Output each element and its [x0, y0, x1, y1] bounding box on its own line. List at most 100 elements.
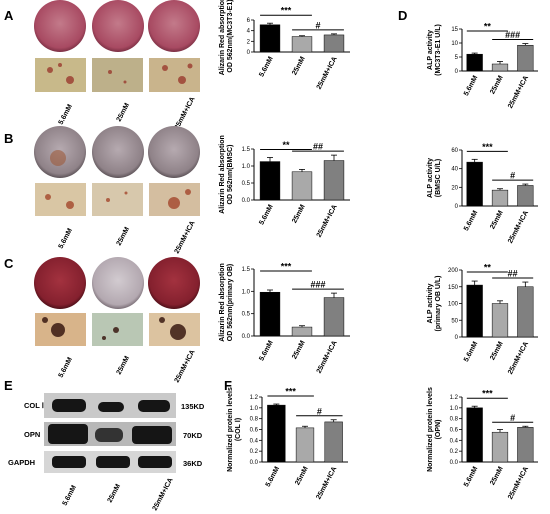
bar	[295, 427, 315, 463]
bar	[491, 431, 509, 463]
y-tick-label: 60	[451, 148, 458, 154]
y-tick-label: 100	[448, 302, 459, 308]
condition-label: 25mM	[116, 355, 132, 376]
blot-size-label: 70KD	[183, 431, 203, 440]
y-axis-label: OD 562nm(MC3T3-E1)	[227, 0, 234, 73]
y-tick-label: 0.2	[450, 449, 459, 455]
y-tick-label: 0.0	[242, 334, 251, 340]
blot-row-label: OPN	[24, 430, 40, 439]
y-axis-label: (primary OB U/L)	[435, 275, 442, 331]
y-tick-label: 50	[451, 318, 458, 324]
y-tick-label: 0	[247, 50, 251, 56]
y-tick-label: 1.5	[242, 147, 251, 153]
y-tick-label: 5	[455, 55, 459, 61]
y-axis-label: (COL Ⅰ)	[234, 418, 242, 441]
y-tick-label: 0	[455, 204, 459, 210]
culture-dish	[148, 126, 200, 178]
y-axis-label: Normalized protein levels	[227, 387, 234, 472]
significance-mark: **	[484, 263, 492, 273]
bar	[517, 185, 534, 207]
chart-c: 0.0 0.5 1.0 1.5 Alizarin Red absorption OD 56…	[219, 262, 350, 375]
micrograph	[92, 58, 143, 92]
category-label: 5.6mM	[258, 56, 274, 79]
blot-size-label: 36KD	[183, 459, 203, 468]
micrograph	[92, 183, 143, 216]
bar	[466, 407, 483, 463]
category-label: 25mM+ICA	[507, 210, 530, 245]
category-label: 25mM	[291, 56, 307, 77]
bar	[491, 303, 509, 338]
bar	[517, 286, 534, 338]
bar	[491, 189, 509, 207]
category-label: 25mM+ICA	[316, 204, 339, 239]
category-label: 25mM	[294, 466, 310, 487]
dish-row-a: 5.6mM 25mM 25mM+ICA	[34, 0, 200, 131]
category-label: 25mM	[489, 75, 505, 96]
y-axis-label: Normalized protein levels	[427, 387, 434, 472]
significance-mark: #	[317, 406, 322, 416]
y-tick-label: 1.2	[450, 395, 459, 401]
condition-label: 5.6mM	[58, 227, 74, 250]
category-label: 25mM+ICA	[316, 56, 339, 91]
culture-dish	[92, 257, 144, 309]
dish-row-b: 5.6mM 25mM 25mM+ICA	[34, 126, 200, 255]
culture-dish	[92, 0, 144, 52]
panel-label-c: C	[4, 256, 14, 271]
bar	[323, 297, 345, 337]
condition-label: 25mM	[107, 483, 123, 504]
y-tick-label: 1.5	[242, 267, 251, 273]
culture-dish	[92, 126, 144, 178]
y-axis-label: Alizarin Red absorption	[219, 135, 226, 214]
bar	[259, 161, 281, 201]
significance-mark: **	[484, 22, 492, 32]
significance-mark: ***	[281, 6, 292, 16]
y-tick-label: 1.2	[250, 395, 259, 401]
condition-label: 25mM+ICA	[152, 477, 175, 512]
y-tick-label: 4	[247, 29, 251, 35]
y-tick-label: 20	[451, 185, 458, 191]
y-tick-label: 15	[451, 27, 458, 33]
bar	[259, 24, 281, 53]
y-tick-label: 2	[247, 39, 251, 45]
bar	[259, 291, 281, 337]
y-axis-label: Alizarin Red absorption	[219, 263, 226, 342]
micrograph	[35, 183, 86, 216]
bar	[491, 63, 509, 72]
significance-mark: ##	[313, 142, 323, 152]
bar	[291, 36, 313, 53]
category-label: 5.6mM	[258, 340, 274, 363]
category-label: 25mM	[489, 210, 505, 231]
category-label: 25mM+ICA	[507, 341, 530, 376]
y-tick-label: 6	[247, 18, 251, 24]
bar	[291, 171, 313, 201]
y-tick-label: 0.0	[242, 198, 251, 204]
category-label: 25mM	[291, 204, 307, 225]
bar	[466, 161, 483, 207]
y-tick-label: 0.8	[250, 417, 259, 423]
y-tick-label: 40	[451, 167, 458, 173]
significance-mark: ###	[505, 30, 520, 40]
y-axis-label: OD 562nm(primary OB)	[227, 264, 234, 341]
y-tick-label: 0	[455, 335, 459, 341]
chart-d-top: 0 5 10 15 ALP activity (MC3T3-E1 U/L) 5.6mM 25m…	[427, 22, 538, 110]
category-label: 5.6mM	[463, 341, 479, 364]
y-axis-label: (MC3T3-E1 U/L)	[435, 24, 442, 76]
bar	[323, 34, 345, 53]
significance-mark: #	[510, 171, 515, 181]
bar	[466, 53, 483, 72]
y-tick-label: 0.6	[250, 428, 259, 434]
y-tick-label: 150	[448, 285, 459, 291]
chart-f-right: 0.0 0.2 0.4 0.6 0.8 1.0 1.2 Normalized protein …	[427, 387, 538, 501]
condition-label: 25mM+ICA	[174, 96, 197, 131]
significance-mark: #	[510, 413, 515, 423]
condition-label: 5.6mM	[62, 484, 78, 507]
category-label: 25mM+ICA	[507, 75, 530, 110]
condition-label: 5.6mM	[58, 103, 74, 126]
y-axis-label: ALP activity	[427, 283, 434, 323]
panel-label-f: F	[224, 378, 232, 393]
significance-mark: ##	[508, 269, 518, 279]
y-tick-label: 0.8	[450, 417, 459, 423]
significance-mark: ***	[281, 262, 292, 272]
culture-dish	[148, 0, 200, 52]
panel-label-e: E	[4, 378, 13, 393]
